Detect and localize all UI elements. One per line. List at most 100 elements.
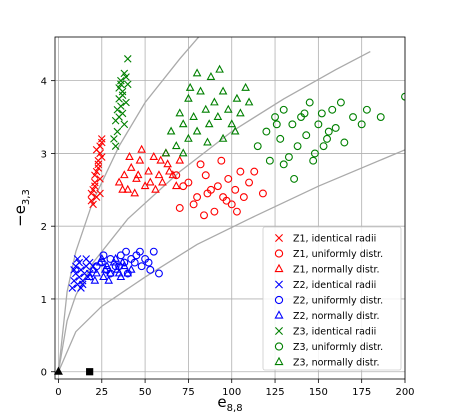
x-tick-label: 0 [55, 387, 61, 398]
x-tick-label: 125 [266, 387, 285, 398]
data-point [120, 120, 129, 129]
legend-marker [275, 234, 283, 242]
legend-marker [274, 295, 284, 305]
x-tick-label: 150 [309, 387, 328, 398]
data-point [118, 87, 127, 96]
legend-marker [275, 327, 283, 335]
data-point [122, 98, 130, 107]
y-tick-label: 0 [41, 368, 47, 379]
data-point [99, 272, 108, 281]
legend-label: Z1, normally distr. [293, 265, 380, 276]
data-point [77, 284, 85, 292]
legend-marker [274, 342, 284, 351]
data-point [85, 272, 94, 281]
legend-marker [275, 280, 283, 289]
data-point [203, 137, 212, 146]
data-point [87, 196, 96, 205]
data-point [114, 177, 124, 186]
data-point [118, 257, 127, 266]
legend-label: Z1, uniformly distr. [293, 249, 383, 260]
data-point [262, 127, 271, 136]
data-point [88, 264, 98, 273]
data-point [201, 171, 210, 180]
data-point [82, 255, 90, 263]
data-point [222, 196, 231, 205]
data-point [193, 193, 202, 202]
data-point [290, 174, 299, 183]
data-point [184, 93, 193, 102]
data-point [231, 185, 240, 194]
x-tick-label: 200 [395, 387, 414, 398]
data-point [89, 200, 97, 209]
data-point [236, 108, 245, 117]
plot-frame [54, 36, 406, 380]
data-point [133, 170, 143, 179]
data-point [122, 73, 130, 81]
data-point [130, 188, 140, 197]
data-point [126, 264, 136, 273]
data-point [97, 153, 106, 161]
data-points [68, 55, 405, 292]
data-point [113, 127, 122, 136]
data-point [155, 269, 163, 278]
data-point [114, 268, 124, 277]
data-point [75, 258, 84, 267]
data-point [144, 258, 153, 267]
legend-marker [274, 356, 284, 366]
data-point [96, 175, 104, 183]
data-point [87, 189, 96, 198]
data-point [288, 120, 297, 129]
data-point [137, 144, 146, 153]
data-point [122, 247, 130, 256]
data-point [279, 160, 288, 169]
data-point [111, 253, 120, 262]
data-point [245, 178, 254, 187]
data-point [196, 86, 205, 95]
data-point [253, 142, 262, 151]
data-point [178, 148, 188, 157]
data-point [227, 200, 236, 209]
legend-label: Z2, uniformly distr. [293, 296, 383, 307]
data-point [91, 171, 99, 180]
data-point [376, 113, 385, 121]
data-point [166, 126, 176, 135]
data-point [201, 104, 211, 113]
data-point [94, 164, 103, 172]
data-point [151, 184, 160, 193]
legend-marker [274, 263, 284, 273]
data-point [349, 113, 357, 121]
data-point [89, 186, 97, 194]
data-point [92, 268, 101, 277]
data-point [203, 189, 212, 198]
data-point [146, 265, 155, 274]
special-point [86, 368, 94, 376]
data-point [135, 155, 145, 164]
data-point [309, 156, 318, 165]
data-point [323, 134, 331, 143]
data-point [68, 284, 77, 292]
data-point [331, 124, 340, 132]
legend-box [262, 226, 402, 371]
data-point [116, 251, 125, 260]
data-point [175, 155, 185, 164]
data-point [115, 113, 123, 121]
data-point [111, 142, 120, 150]
data-point [90, 275, 100, 284]
data-point [161, 148, 171, 157]
legend-label: Z3, normally distr. [293, 358, 380, 369]
data-point [110, 135, 118, 143]
data-point [293, 142, 302, 151]
data-point [97, 135, 106, 143]
data-point [117, 102, 125, 110]
data-point [317, 109, 326, 118]
legend-label: Z3, uniformly distr. [293, 342, 383, 353]
data-point [232, 93, 242, 102]
legend-marker [274, 310, 284, 319]
data-point [241, 82, 250, 91]
data-point [123, 184, 133, 193]
y-tick-label: 1 [41, 295, 47, 306]
data-point [144, 166, 153, 175]
data-point [92, 167, 101, 176]
data-point [206, 71, 216, 80]
data-point [92, 145, 101, 154]
